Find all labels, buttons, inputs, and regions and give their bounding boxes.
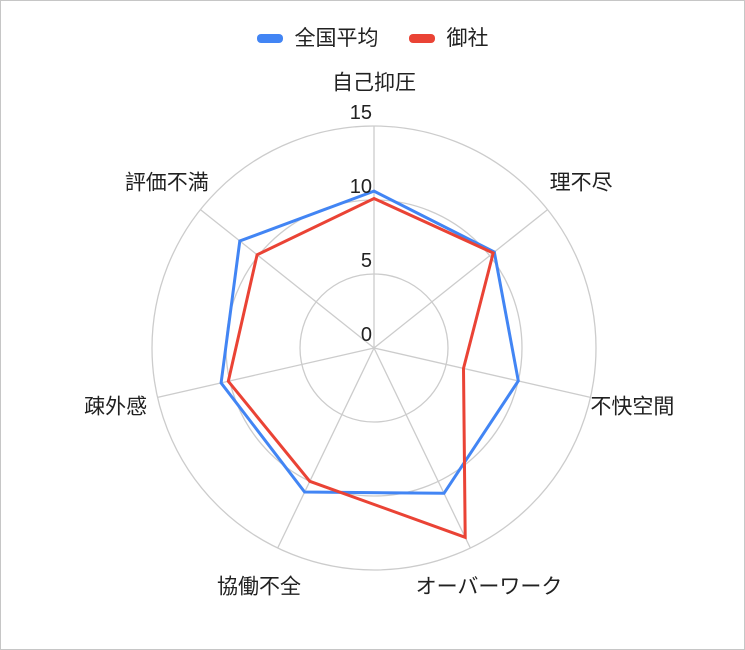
axis-label-2: 不快空間 — [590, 395, 675, 419]
legend-swatch-your-company — [408, 34, 435, 43]
tick-label-5: 5 — [360, 250, 372, 272]
axis-spoke-6 — [200, 209, 375, 349]
axis-label-5: 疎外感 — [84, 395, 148, 419]
axis-spoke-4 — [277, 347, 375, 549]
tick-label-10: 10 — [349, 176, 372, 198]
axis-label-0: 自己抑圧 — [332, 71, 416, 95]
legend-label-your-company: 御社 — [446, 27, 489, 50]
axis-label-4: 協働不全 — [217, 575, 302, 599]
legend-swatch-national-average — [256, 34, 283, 43]
axis-label-6: 評価不満 — [124, 171, 209, 195]
axis-spoke-1 — [373, 209, 548, 349]
axis-spoke-2 — [373, 347, 591, 399]
axis-label-3: オーバーワーク — [415, 575, 563, 599]
axis-spoke-5 — [157, 347, 375, 399]
chart-legend: 全国平均 御社 — [1, 28, 744, 49]
series-polygon-0 — [219, 189, 520, 495]
axis-spoke-3 — [373, 347, 471, 549]
tick-label-15: 15 — [349, 102, 372, 124]
legend-label-national-average: 全国平均 — [294, 27, 379, 50]
tick-label-0: 0 — [360, 324, 372, 346]
legend-item-your-company: 御社 — [408, 27, 489, 50]
axis-label-1: 理不尽 — [549, 171, 613, 195]
legend-item-national-average: 全国平均 — [256, 27, 379, 50]
series-polygon-1 — [226, 196, 495, 540]
